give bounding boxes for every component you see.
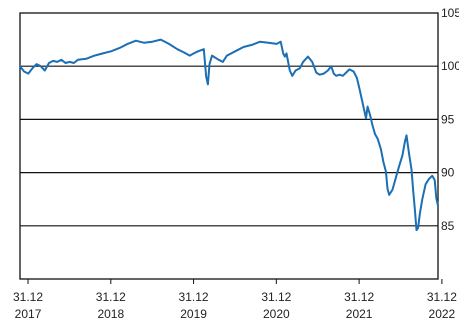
x-tick-label-date: 31.12 bbox=[13, 290, 43, 304]
series-line-0 bbox=[19, 38, 439, 232]
y-tick-label: 100 bbox=[441, 59, 459, 73]
x-tick-label-date: 31.12 bbox=[344, 290, 374, 304]
x-tick-label-date: 31.12 bbox=[261, 290, 291, 304]
x-tick-label-year: 2021 bbox=[346, 307, 373, 321]
x-tick-label-year: 2018 bbox=[97, 307, 124, 321]
y-tick-label: 90 bbox=[441, 166, 455, 180]
y-tick-label: 95 bbox=[441, 112, 455, 126]
grid-lines bbox=[20, 65, 438, 227]
x-axis-labels: 31.12 2017 31.12 2018 31.12 2019 31.12 2020 31.1… bbox=[13, 279, 457, 321]
plot-frame bbox=[19, 12, 439, 280]
y-tick-label: 85 bbox=[441, 219, 455, 233]
x-tick-label-date: 31.12 bbox=[427, 290, 457, 304]
y-axis-labels: 105 100 95 90 85 bbox=[441, 6, 459, 233]
x-tick-label-year: 2020 bbox=[263, 307, 290, 321]
x-tick-label-date: 31.12 bbox=[96, 290, 126, 304]
y-tick-label: 105 bbox=[441, 6, 459, 20]
x-tick-label-year: 2022 bbox=[429, 307, 456, 321]
x-tick-label-year: 2019 bbox=[180, 307, 207, 321]
x-tick-label-year: 2017 bbox=[15, 307, 42, 321]
x-tick-label-date: 31.12 bbox=[179, 290, 209, 304]
series-layer bbox=[19, 38, 439, 232]
